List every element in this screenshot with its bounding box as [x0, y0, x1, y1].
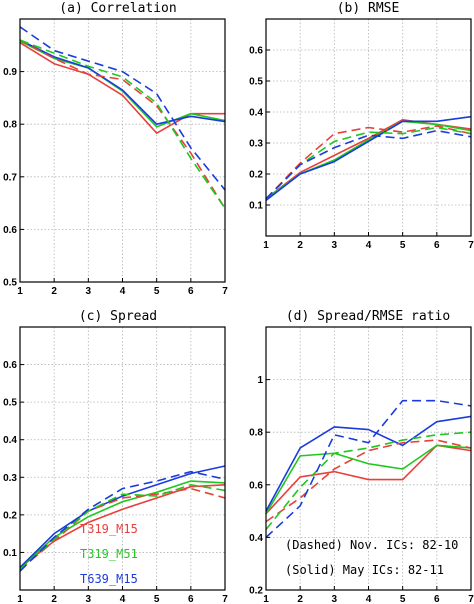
series-line-t639-m15-dashed — [265, 399, 472, 538]
panel-rmse: (b) RMSE 1 2 3 4 5 6 7 0.1 0.2 0.3 0.4 0.5 0.6 — [249, 1, 474, 251]
series-line-t319-m51-dashed — [19, 483, 226, 570]
y-tick-label: 0.4 — [249, 108, 263, 119]
series-line-t639-m15-dashed — [265, 129, 472, 200]
y-tick-label: 0.2 — [249, 586, 263, 597]
y-tick-label: 0.8 — [249, 428, 263, 439]
x-tick-label: 2 — [297, 240, 303, 251]
x-tick-label: 7 — [468, 240, 474, 251]
series-line-t319-m51-dashed — [19, 39, 226, 209]
panel-spread: (c) Spread T319_M15 T319_M51 T639_M15 1 2… — [3, 309, 228, 604]
x-tick-label: 3 — [332, 594, 338, 604]
x-tick-label: 5 — [400, 240, 406, 251]
x-tick-label: 2 — [51, 594, 57, 604]
series-line-t639-m15-solid — [19, 465, 226, 569]
series-line-t319-m51-solid — [265, 444, 472, 515]
x-tick-label: 7 — [222, 594, 228, 604]
panel-title: (c) Spread — [79, 309, 157, 324]
x-tick-label: 5 — [400, 594, 406, 604]
panel-title: (a) Correlation — [59, 1, 176, 16]
y-tick-label: 0.5 — [3, 398, 17, 409]
series-line-t319-m15-dashed — [19, 39, 226, 209]
x-tick-label: 1 — [17, 594, 23, 604]
y-tick-label: 0.4 — [249, 533, 263, 544]
y-tick-label: 0.7 — [3, 172, 17, 183]
y-tick-label: 1 — [257, 375, 263, 386]
series-line-t639-m15-dashed — [19, 26, 226, 191]
series-line-t319-m15-dashed — [19, 487, 226, 570]
y-tick-label: 0.2 — [3, 510, 17, 521]
y-tick-label: 0.3 — [3, 473, 17, 484]
x-tick-label: 5 — [154, 594, 160, 604]
legend-label-t319-m15: T319_M15 — [80, 522, 138, 536]
x-tick-label: 6 — [434, 240, 440, 251]
x-tick-label: 1 — [17, 286, 23, 297]
x-tick-label: 3 — [86, 594, 92, 604]
y-tick-label: 0.6 — [3, 360, 17, 371]
y-tick-label: 0.5 — [249, 77, 263, 88]
annotation-solid: (Solid) May ICs: 82-11 — [285, 563, 444, 577]
panel-title: (b) RMSE — [337, 1, 400, 16]
y-tick-label: 0.6 — [3, 225, 17, 236]
y-tick-label: 0.3 — [249, 139, 263, 150]
y-tick-label: 0.2 — [249, 170, 263, 181]
x-tick-label: 4 — [120, 594, 126, 604]
x-tick-label: 6 — [434, 594, 440, 604]
y-tick-label: 0.6 — [249, 46, 263, 57]
series-line-t639-m15-solid — [265, 115, 472, 201]
series-line-t319-m15-dashed — [265, 125, 472, 200]
y-tick-label: 0.1 — [3, 548, 17, 559]
x-tick-label: 2 — [51, 286, 57, 297]
y-tick-label: 0.8 — [3, 120, 17, 131]
x-tick-label: 1 — [263, 240, 269, 251]
panel-title: (d) Spread/RMSE ratio — [286, 309, 450, 324]
x-tick-label: 4 — [366, 594, 372, 604]
y-tick-label: 0.1 — [249, 201, 263, 212]
x-tick-label: 7 — [222, 286, 228, 297]
annotation-dashed: (Dashed) Nov. ICs: 82-10 — [285, 538, 458, 552]
x-tick-label: 1 — [263, 594, 269, 604]
x-tick-label: 4 — [366, 240, 372, 251]
legend-label-t639-m15: T639_M15 — [80, 572, 138, 586]
y-tick-label: 0.6 — [249, 480, 263, 491]
series-line-t639-m15-solid — [19, 39, 226, 125]
series-line-t639-m15-dashed — [19, 470, 226, 572]
series-line-t639-m15-solid — [265, 415, 472, 512]
x-tick-label: 5 — [154, 286, 160, 297]
x-tick-label: 6 — [188, 594, 194, 604]
x-tick-label: 3 — [86, 286, 92, 297]
x-tick-label: 4 — [120, 286, 126, 297]
legend-label-t319-m51: T319_M51 — [80, 547, 138, 561]
x-tick-label: 2 — [297, 594, 303, 604]
x-tick-label: 3 — [332, 240, 338, 251]
y-tick-label: 0.9 — [3, 67, 17, 78]
y-tick-label: 0.4 — [3, 435, 17, 446]
x-tick-label: 7 — [468, 594, 474, 604]
panel-correlation: (a) Correlation 1 2 3 4 5 6 7 0.5 0.6 0.7 0.8 0.9 — [3, 1, 228, 297]
y-tick-label: 0.5 — [3, 278, 17, 289]
x-tick-label: 6 — [188, 286, 194, 297]
panel-spread-rmse-ratio: (d) Spread/RMSE ratio (Dashed) Nov. ICs:… — [249, 309, 474, 604]
